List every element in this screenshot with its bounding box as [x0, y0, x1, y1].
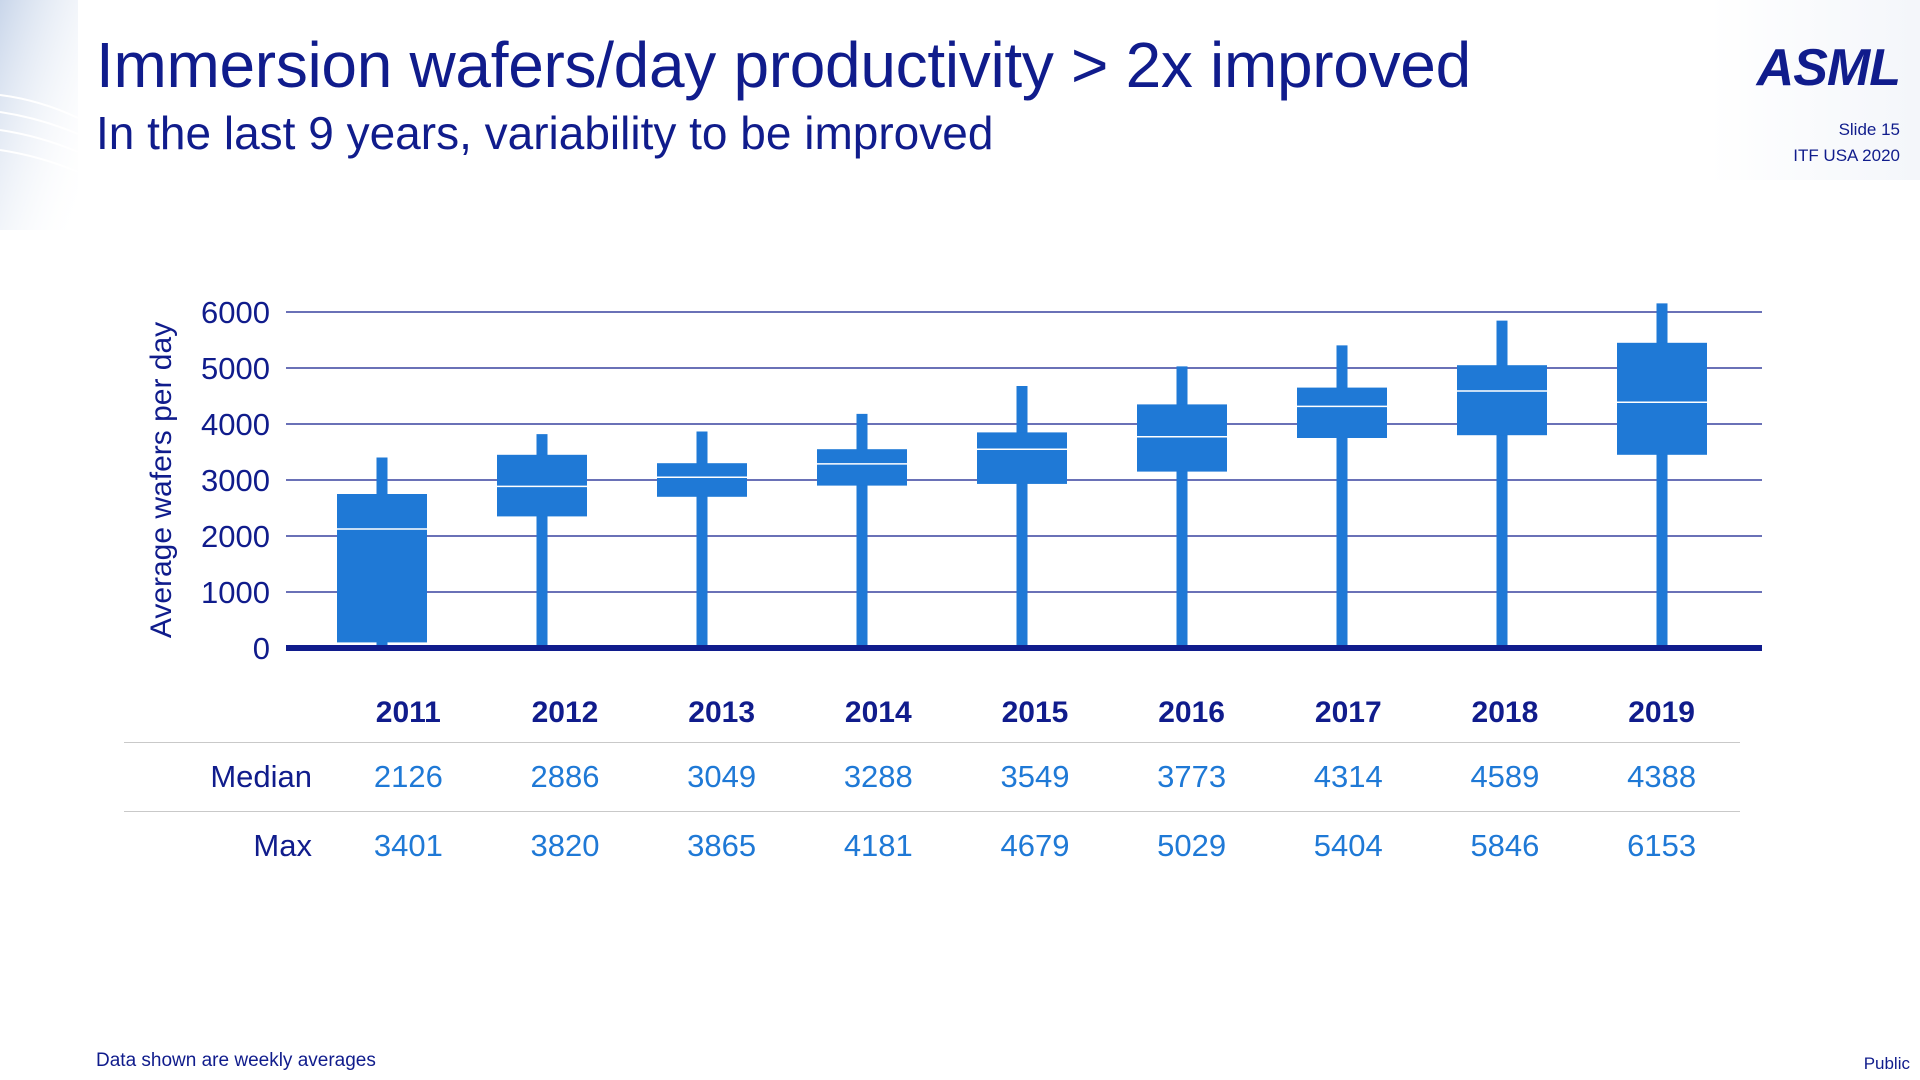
table-corner-cell [124, 684, 330, 743]
box [497, 454, 587, 517]
median-value: 2126 [330, 742, 487, 812]
box-2013 [657, 431, 747, 648]
max-value: 3401 [373, 828, 443, 863]
max-value: 3865 [687, 828, 757, 863]
box [1457, 365, 1547, 436]
box-2011 [337, 457, 427, 648]
year-header: 2013 [643, 684, 800, 743]
max-value: 5404 [1313, 828, 1383, 863]
max-value: 3820 [530, 828, 600, 863]
median-value: 3773 [1113, 742, 1270, 812]
y-tick-label: 1000 [201, 575, 270, 610]
asml-logo: ASML [1756, 39, 1901, 97]
y-tick-label: 5000 [201, 351, 270, 386]
y-tick-labels: 0 1000 2000 3000 4000 5000 6000 [201, 295, 270, 666]
stats-table: 2011 2012 2013 2014 2015 2016 2017 2018 … [124, 684, 1740, 880]
slide-number: Slide 15 [1838, 120, 1900, 139]
max-value: 5029 [1157, 828, 1227, 863]
box [1617, 342, 1707, 455]
y-tick-label: 6000 [201, 295, 270, 330]
median-value: 4589 [1426, 742, 1584, 812]
year-header: 2017 [1269, 684, 1427, 743]
max-value: 4181 [843, 828, 913, 863]
median-row: Median 2126 2886 3049 3288 3549 3773 431… [124, 742, 1740, 812]
box-plot-chart: 0 1000 2000 3000 4000 5000 6000 Average wafers… [145, 295, 1762, 666]
box-2015 [977, 385, 1067, 648]
box-2012 [497, 434, 587, 648]
year-header-row: 2011 2012 2013 2014 2015 2016 2017 2018 … [124, 684, 1740, 743]
max-label: Max [253, 828, 312, 863]
box [817, 449, 907, 486]
y-tick-label: 3000 [201, 463, 270, 498]
max-value: 5846 [1470, 828, 1540, 863]
year-header: 2018 [1426, 684, 1584, 743]
median-label: Median [124, 742, 330, 812]
year-header: 2019 [1583, 684, 1740, 743]
corner-decoration [0, 0, 78, 230]
median-value: 2886 [486, 742, 644, 812]
box-2016 [1137, 366, 1227, 648]
max-value: 6153 [1627, 828, 1697, 863]
y-axis-label: Average wafers per day [145, 322, 178, 638]
box [1137, 404, 1227, 472]
median-value: 3288 [799, 742, 957, 812]
slide-subtitle: In the last 9 years, variability to be i… [96, 107, 994, 159]
year-header: 2012 [486, 684, 644, 743]
y-tick-label: 4000 [201, 407, 270, 442]
max-row: Max 3401 3820 3865 4181 4679 5029 5404 5… [124, 812, 1740, 881]
box-2018 [1457, 320, 1547, 648]
box-series [337, 303, 1707, 648]
max-value: 4679 [1000, 828, 1070, 863]
y-tick-label: 2000 [201, 519, 270, 554]
slide-title: Immersion wafers/day productivity > 2x i… [96, 29, 1471, 101]
median-value: 3049 [643, 742, 800, 812]
median-value: 3549 [956, 742, 1114, 812]
box [977, 432, 1067, 484]
box [1297, 387, 1387, 438]
year-header: 2011 [330, 684, 487, 743]
box [657, 463, 747, 497]
y-tick-label: 0 [253, 631, 270, 666]
median-value: 4388 [1583, 742, 1740, 812]
footnote: Data shown are weekly averages [96, 1050, 376, 1071]
event-name: ITF USA 2020 [1793, 146, 1900, 165]
year-header: 2016 [1113, 684, 1270, 743]
year-header: 2014 [799, 684, 957, 743]
header-decoration [1710, 0, 1920, 180]
box-2017 [1297, 345, 1387, 648]
classification-label: Public [1863, 1054, 1910, 1073]
year-header: 2015 [956, 684, 1114, 743]
median-value: 4314 [1269, 742, 1427, 812]
box-2019 [1617, 303, 1707, 648]
box-2014 [817, 413, 907, 648]
box [337, 494, 427, 643]
